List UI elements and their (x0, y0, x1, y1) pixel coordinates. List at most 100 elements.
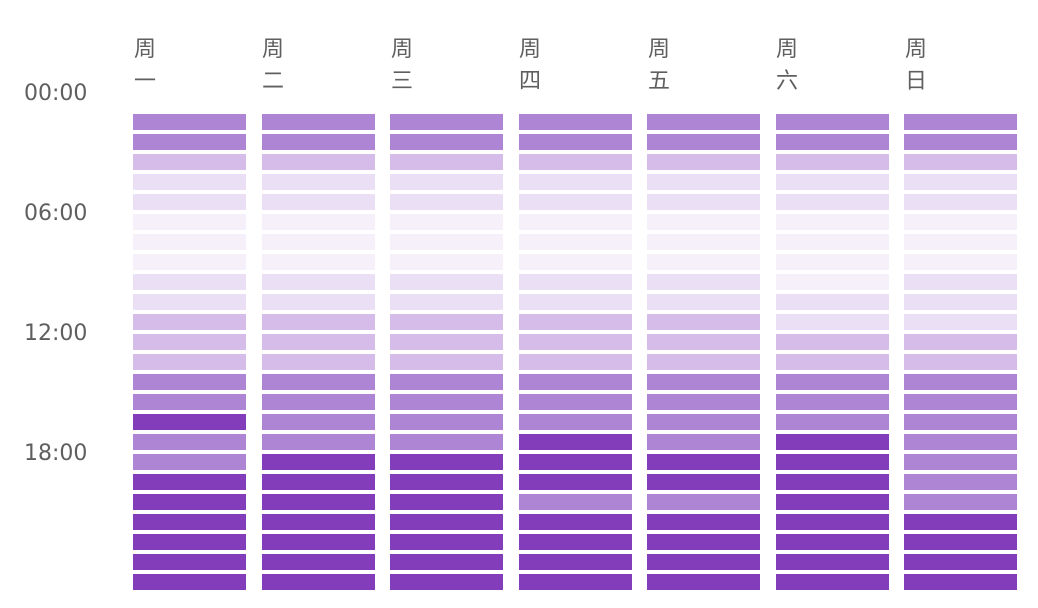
heatmap-cell (647, 534, 760, 550)
heatmap-cell (390, 354, 503, 370)
heatmap-cell (133, 414, 246, 430)
heatmap-cell (647, 254, 760, 270)
heatmap-cell (647, 514, 760, 530)
heatmap-cell (262, 354, 375, 370)
heatmap-cell (904, 314, 1017, 330)
heatmap-cell (776, 414, 889, 430)
heatmap-cell (133, 394, 246, 410)
heatmap-cell (390, 434, 503, 450)
day-label-thu: 周 四 (519, 37, 542, 94)
heatmap-cell (133, 334, 246, 350)
heatmap-cell (390, 554, 503, 570)
heatmap-cell (390, 394, 503, 410)
heatmap-cell (904, 414, 1017, 430)
heatmap-cell (904, 434, 1017, 450)
heatmap-cell (776, 514, 889, 530)
heatmap-cell (262, 514, 375, 530)
heatmap-cell (776, 454, 889, 470)
heatmap-cell (776, 314, 889, 330)
heatmap-cell (647, 194, 760, 210)
heatmap-cell (647, 314, 760, 330)
heatmap-cell (776, 334, 889, 350)
heatmap-cell (390, 174, 503, 190)
heatmap-cell (519, 394, 632, 410)
heatmap-cell (904, 154, 1017, 170)
heatmap-cell (904, 474, 1017, 490)
heatmap-cell (390, 234, 503, 250)
heatmap-cell (262, 434, 375, 450)
heatmap-cell (519, 194, 632, 210)
heatmap-cell (519, 234, 632, 250)
heatmap-cell (262, 534, 375, 550)
heatmap-cell (647, 274, 760, 290)
heatmap-cell (776, 434, 889, 450)
heatmap-cell (904, 334, 1017, 350)
heatmap-cell (904, 254, 1017, 270)
heatmap-cell (390, 414, 503, 430)
heatmap-cell (390, 454, 503, 470)
heatmap-cell (262, 254, 375, 270)
heatmap-cell (133, 514, 246, 530)
heatmap-cell (519, 574, 632, 590)
time-label-0000: 00:00 (24, 81, 88, 106)
heatmap-cell (904, 514, 1017, 530)
heatmap-cell (647, 394, 760, 410)
heatmap-cell (519, 294, 632, 310)
heatmap-cell (519, 174, 632, 190)
heatmap-cell (262, 334, 375, 350)
heatmap-cell (133, 534, 246, 550)
heatmap-cell (904, 494, 1017, 510)
heatmap-cell (519, 454, 632, 470)
heatmap-cell (133, 194, 246, 210)
heatmap-cell (262, 234, 375, 250)
heatmap-cell (390, 514, 503, 530)
day-label-sat: 周 六 (776, 37, 799, 94)
heatmap-cell (262, 554, 375, 570)
heatmap-cell (776, 554, 889, 570)
heatmap-cell (262, 314, 375, 330)
heatmap-cell (776, 354, 889, 370)
heatmap-cell (647, 294, 760, 310)
heatmap-cell (133, 294, 246, 310)
heatmap-cell (390, 274, 503, 290)
heatmap-cell (519, 474, 632, 490)
heatmap-cell (519, 114, 632, 130)
heatmap-cell (133, 574, 246, 590)
heatmap-cell (776, 534, 889, 550)
heatmap-cell (647, 574, 760, 590)
heatmap-cell (133, 214, 246, 230)
heatmap-cell (647, 114, 760, 130)
heatmap-cell (776, 474, 889, 490)
heatmap-cell (519, 354, 632, 370)
heatmap-cell (262, 294, 375, 310)
time-label-0600: 06:00 (24, 201, 88, 226)
heatmap-cell (904, 174, 1017, 190)
heatmap-cell (133, 354, 246, 370)
heatmap-cell (519, 274, 632, 290)
heatmap-cell (776, 374, 889, 390)
heatmap-cell (647, 374, 760, 390)
heatmap-cell (133, 274, 246, 290)
heatmap-cell (390, 154, 503, 170)
heatmap-cell (133, 314, 246, 330)
heatmap-cell (647, 134, 760, 150)
heatmap-cell (776, 574, 889, 590)
heatmap-cell (262, 474, 375, 490)
heatmap-cell (390, 134, 503, 150)
heatmap-cell (647, 434, 760, 450)
time-label-1200: 12:00 (24, 321, 88, 346)
heatmap-cell (904, 294, 1017, 310)
heatmap-cell (647, 354, 760, 370)
heatmap-cell (519, 254, 632, 270)
heatmap-cell (262, 454, 375, 470)
heatmap-cell (519, 554, 632, 570)
heatmap-cell (776, 494, 889, 510)
heatmap-cell (776, 114, 889, 130)
heatmap-cell (647, 154, 760, 170)
heatmap-cell (262, 154, 375, 170)
heatmap-cell (133, 494, 246, 510)
heatmap-cell (262, 174, 375, 190)
heatmap-cell (262, 214, 375, 230)
heatmap-cell (262, 114, 375, 130)
